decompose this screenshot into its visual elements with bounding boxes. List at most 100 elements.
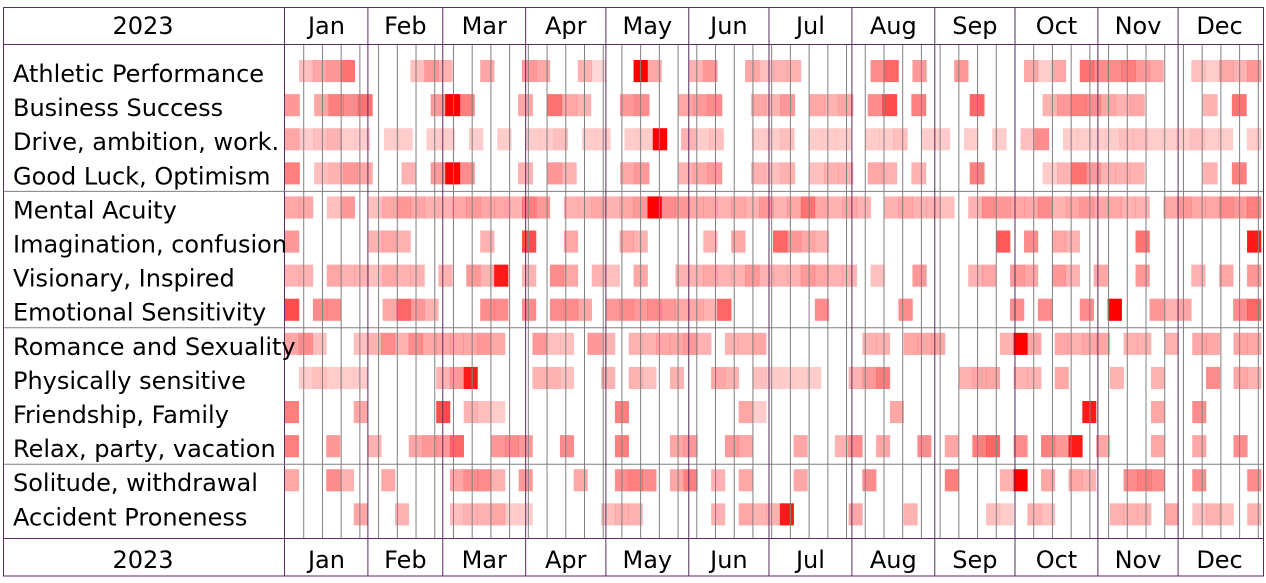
heat-cell [1013,469,1028,492]
heat-cell [944,435,959,458]
heat-cell [661,298,676,321]
heat-cell [1151,435,1166,458]
heat-cell [1107,196,1122,219]
heat-cell [605,264,620,287]
heat-cell [561,162,577,185]
heat-cell [1027,366,1042,389]
heat-cell [559,332,574,355]
heat-cell [780,128,795,151]
heat-cell [396,298,411,321]
heat-cell [707,162,723,185]
heat-cell [546,332,561,355]
heat-cell [814,264,830,287]
heat-cell [703,60,718,83]
heat-cell [675,298,690,321]
heat-cell [341,128,357,151]
outer-frame [3,7,1264,577]
heat-cell [343,162,359,185]
heat-cell [1115,94,1131,117]
heat-cell [765,162,781,185]
heat-cell [876,366,891,389]
heat-cell [326,196,342,219]
row-label: Relax, party, vacation [13,435,276,463]
heat-cell [354,264,369,287]
heat-cell [669,332,684,355]
heat-cell [834,435,849,458]
heat-cell [968,196,983,219]
heat-cell [466,264,481,287]
heat-cell [1013,435,1028,458]
heat-cell [876,435,891,458]
heat-cell [559,435,574,458]
heat-cell [504,503,519,526]
heat-cell [1205,196,1220,219]
heat-cell [619,230,634,253]
heat-cell [381,469,396,492]
heat-cell [494,196,509,219]
heat-cell [1163,196,1178,219]
heat-cell [870,60,885,83]
heat-cell [1202,162,1218,185]
heat-cell [1246,128,1262,151]
heat-cell [931,332,946,355]
heat-cell [786,230,802,253]
heat-cell [326,435,341,458]
heat-cell [1086,162,1102,185]
heat-cell [368,264,383,287]
heat-cell [1233,332,1248,355]
year-label-bottom: 2023 [112,546,173,574]
heat-cell [652,128,668,151]
heat-cell [298,264,314,287]
header-bottom: 2023 Jan Feb Mar Apr May Jun Jul Aug Sep Oct Nov De… [112,546,1242,574]
heat-cell [1164,503,1179,526]
heat-cell [828,196,844,219]
heat-cell [1020,128,1035,151]
heat-cell [396,196,411,219]
heat-cell [1065,264,1081,287]
heat-cell [1051,230,1067,253]
heat-cell [357,162,373,185]
heat-cell [340,196,356,219]
heat-cell [353,332,368,355]
row-label: Friendship, Family [13,401,229,429]
heat-cell [285,469,300,492]
heat-cell [368,196,383,219]
heat-cell [535,196,551,219]
heat-cell [703,230,718,253]
heat-cell [780,162,796,185]
heat-cell [836,128,852,151]
heat-cell [669,469,684,492]
heat-cell [440,128,456,151]
heat-cell [1135,60,1150,83]
heat-cell [396,230,411,253]
heat-cell [619,196,634,219]
heat-cell [1219,60,1234,83]
heat-cell [532,332,547,355]
heat-cell [992,128,1007,151]
heat-cell [759,264,774,287]
heat-cell [1057,162,1072,185]
heat-cell [822,128,837,151]
heat-cell [1219,196,1234,219]
month-label-bottom: Jun [708,546,748,574]
heat-cell [1065,230,1081,253]
heat-cell [353,401,368,424]
heat-cell [563,196,579,219]
row-label: Good Luck, Optimism [13,162,270,190]
heat-cell [752,401,767,424]
heat-cell [480,230,495,253]
heat-cell [546,366,561,389]
heat-cell [1218,128,1234,151]
heat-cell [634,94,650,117]
heat-cell [628,366,643,389]
heat-cell [605,196,620,219]
heat-cell [339,366,355,389]
heat-cell [355,128,371,151]
heat-cell [926,196,941,219]
heat-cell [1023,230,1039,253]
heat-cell [707,94,723,117]
heat-cell [367,435,382,458]
month-label-bottom: Sep [952,546,997,574]
heat-cell [1119,128,1134,151]
heat-cell [624,128,639,151]
